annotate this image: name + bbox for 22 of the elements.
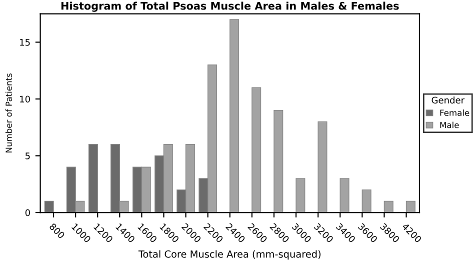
chart-title: Histogram of Total Psoas Muscle Area in Males & Females — [61, 2, 399, 12]
y-tick-label: 15 — [20, 39, 30, 46]
bar — [340, 178, 350, 213]
y-axis-title: Number of Patients — [5, 73, 12, 152]
bar — [44, 200, 54, 213]
bar — [88, 144, 98, 213]
legend-label: Male — [440, 122, 459, 128]
y-tick-label: 10 — [20, 96, 30, 103]
bar — [274, 110, 284, 213]
legend-label: Female — [440, 109, 470, 116]
bar — [406, 200, 416, 213]
bar — [252, 87, 262, 213]
bar — [384, 200, 394, 213]
x-tick-label: 800 — [49, 222, 66, 239]
bar — [362, 189, 372, 213]
bar — [230, 19, 240, 213]
bar — [318, 121, 328, 213]
x-axis-title: Total Core Muscle Area (mm-squared) — [138, 250, 321, 260]
y-tick-label: 0 — [25, 209, 30, 216]
y-tick-label: 5 — [26, 152, 30, 160]
legend-title: Gender — [432, 96, 465, 104]
bar — [296, 178, 306, 213]
